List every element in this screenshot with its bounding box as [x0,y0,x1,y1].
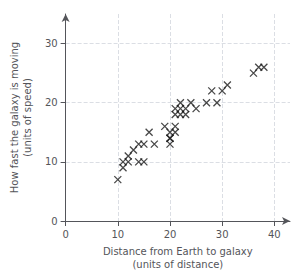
svg-text:(units of speed): (units of speed) [22,78,33,157]
svg-text:30: 30 [45,38,58,49]
svg-text:0: 0 [51,216,57,227]
svg-text:Distance from Earth to galaxy: Distance from Earth to galaxy [103,246,253,257]
svg-text:10: 10 [45,156,58,167]
svg-text:20: 20 [45,97,58,108]
svg-text:How fast the galaxy is moving: How fast the galaxy is moving [9,42,20,193]
svg-text:30: 30 [216,229,229,240]
svg-text:40: 40 [268,229,281,240]
svg-text:10: 10 [111,229,124,240]
svg-text:0: 0 [62,229,68,240]
svg-text:(units of distance): (units of distance) [132,259,223,270]
svg-text:20: 20 [164,229,177,240]
